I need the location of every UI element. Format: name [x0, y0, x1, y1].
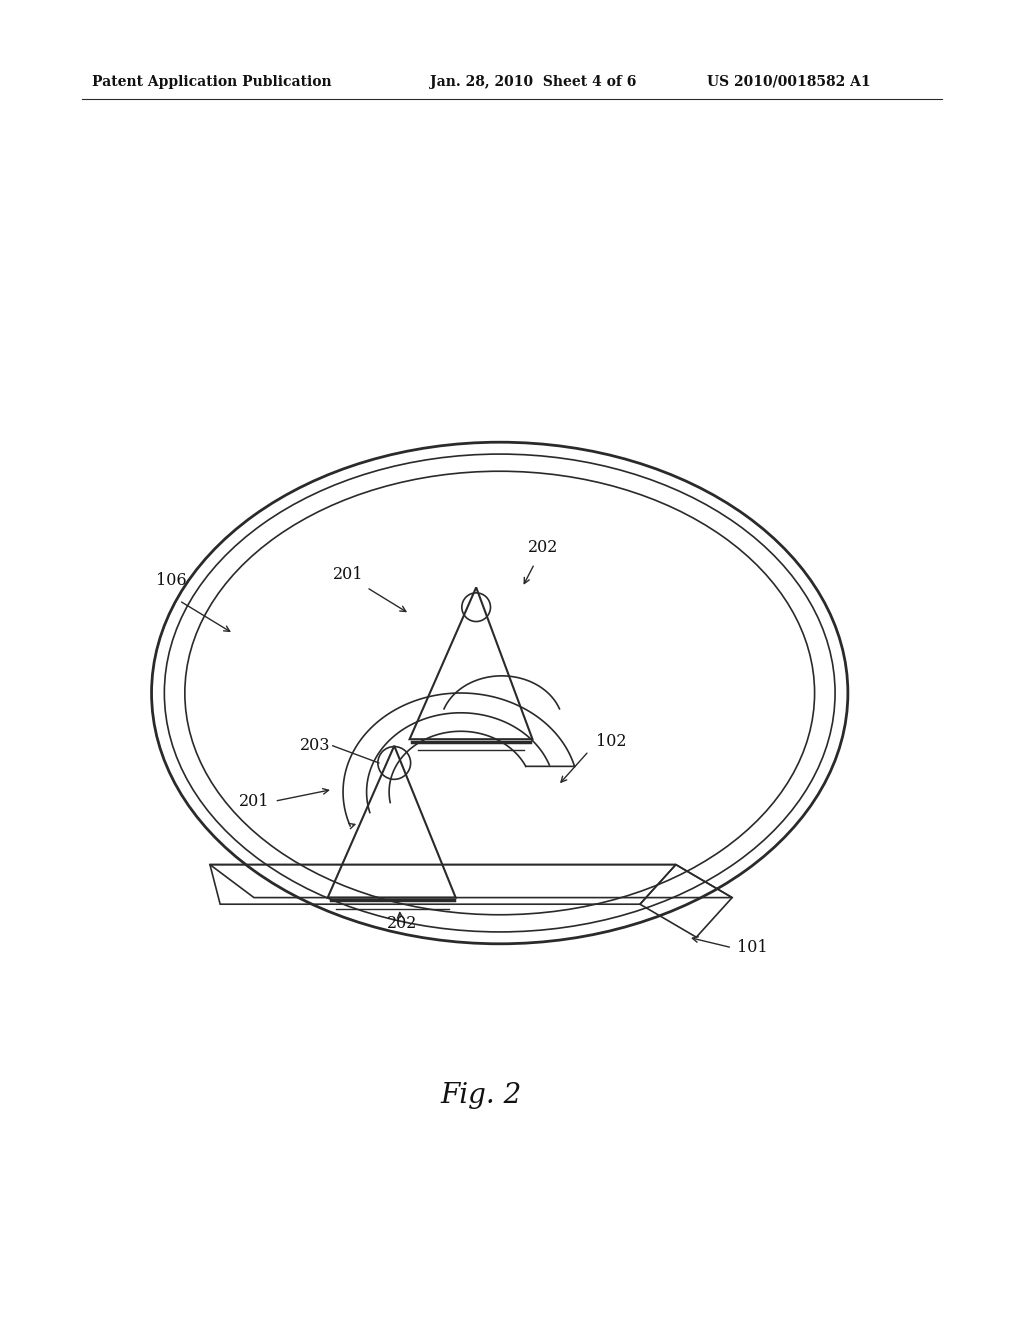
Text: Jan. 28, 2010  Sheet 4 of 6: Jan. 28, 2010 Sheet 4 of 6: [430, 75, 637, 88]
Text: 106: 106: [156, 573, 186, 589]
Text: 102: 102: [596, 734, 627, 750]
Text: 201: 201: [239, 793, 269, 809]
Text: 203: 203: [300, 738, 331, 754]
Text: 201: 201: [333, 566, 364, 582]
Text: Patent Application Publication: Patent Application Publication: [92, 75, 332, 88]
Text: US 2010/0018582 A1: US 2010/0018582 A1: [707, 75, 870, 88]
Text: 202: 202: [387, 916, 418, 932]
Text: Fig. 2: Fig. 2: [440, 1082, 522, 1109]
Text: 101: 101: [737, 940, 768, 956]
Text: 202: 202: [527, 540, 558, 556]
